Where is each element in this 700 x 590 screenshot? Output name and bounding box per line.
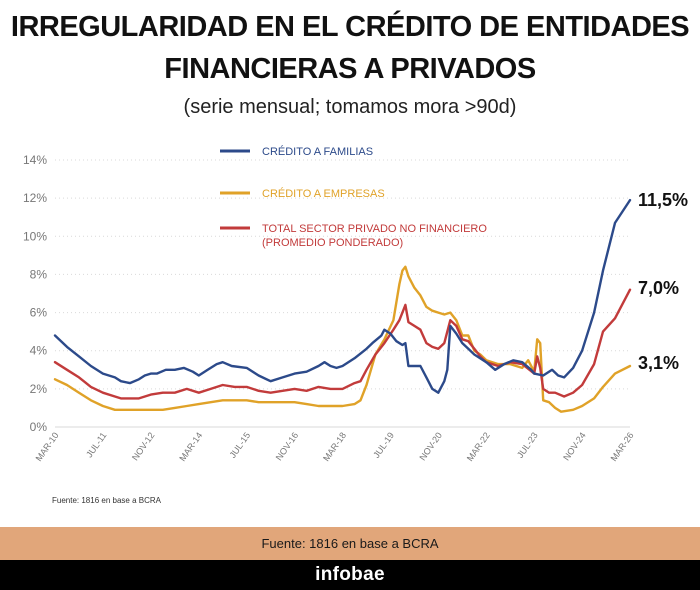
y-tick-label: 4% (30, 344, 48, 358)
y-tick-label: 12% (23, 191, 47, 205)
y-tick-label: 0% (30, 420, 48, 434)
x-tick-label: JUL-11 (84, 430, 108, 459)
x-tick-label: NOV-24 (561, 430, 588, 462)
series-line (53, 288, 632, 400)
x-tick-label: JUL-23 (515, 430, 540, 460)
x-tick-label: MAR-22 (465, 430, 492, 463)
x-tick-label: MAR-18 (321, 430, 348, 463)
x-tick-label: JUL-15 (227, 430, 252, 460)
x-tick-label: MAR-14 (177, 430, 204, 463)
series-lines (53, 198, 632, 413)
legend-label-note: (PROMEDIO PONDERADO) (262, 237, 403, 249)
end-value-label: 11,5% (638, 190, 688, 210)
footer-source-text: Fuente: 1816 en base a BCRA (261, 536, 439, 551)
x-tick-label: MAR-26 (609, 430, 636, 463)
legend-label: TOTAL SECTOR PRIVADO NO FINANCIERO (262, 223, 487, 235)
y-axis-labels: 0% 2% 4% 6% 8% 10% 12% 14% (23, 153, 47, 434)
series-line (53, 198, 632, 394)
legend-label: CRÉDITO A EMPRESAS (262, 187, 385, 200)
chart-subtitle: (serie mensual; tomamos mora >90d) (183, 96, 517, 118)
y-tick-label: 2% (30, 382, 48, 396)
legend: CRÉDITO A FAMILIAS CRÉDITO A EMPRESAS TOTA… (220, 145, 487, 249)
chart-title-line-2: FINANCIERAS A PRIVADOS (164, 53, 536, 85)
brand-logo: infobae (315, 564, 385, 585)
chart-title-line-1: IRREGULARIDAD EN EL CRÉDITO DE ENTIDADES (10, 11, 690, 43)
end-value-label: 7,0% (638, 278, 679, 298)
x-tick-label: JUL-19 (371, 430, 396, 460)
brand-bar: infobae (0, 560, 700, 590)
grid-lines (55, 159, 630, 428)
source-note: Fuente: 1816 en base a BCRA (52, 496, 161, 505)
x-tick-label: NOV-20 (417, 430, 444, 462)
line-chart: 0%2%4%6%8%10%12%14% MAR-10 JUL-11 NOV-12 MA… (23, 145, 688, 463)
x-tick-label: MAR-10 (34, 430, 61, 463)
chart-title: IRREGULARIDAD EN EL CRÉDITO DE ENTIDADES… (0, 6, 700, 90)
y-tick-label: 10% (23, 229, 47, 243)
series-line (53, 265, 632, 413)
y-tick-label: 14% (23, 153, 47, 167)
y-tick-label: 8% (30, 267, 48, 281)
end-value-labels: 11,5% 7,0% 3,1% (638, 190, 688, 373)
end-value-label: 3,1% (638, 353, 679, 373)
x-tick-label: NOV-12 (130, 430, 157, 462)
x-tick-label: NOV-16 (274, 430, 301, 462)
legend-label: CRÉDITO A FAMILIAS (262, 145, 373, 158)
y-tick-label: 6% (30, 306, 48, 320)
x-axis-labels: MAR-10 JUL-11 NOV-12 MAR-14 JUL-15 NOV-16 MAR-… (34, 430, 636, 463)
footer-source-band: Fuente: 1816 en base a BCRA (0, 527, 700, 560)
